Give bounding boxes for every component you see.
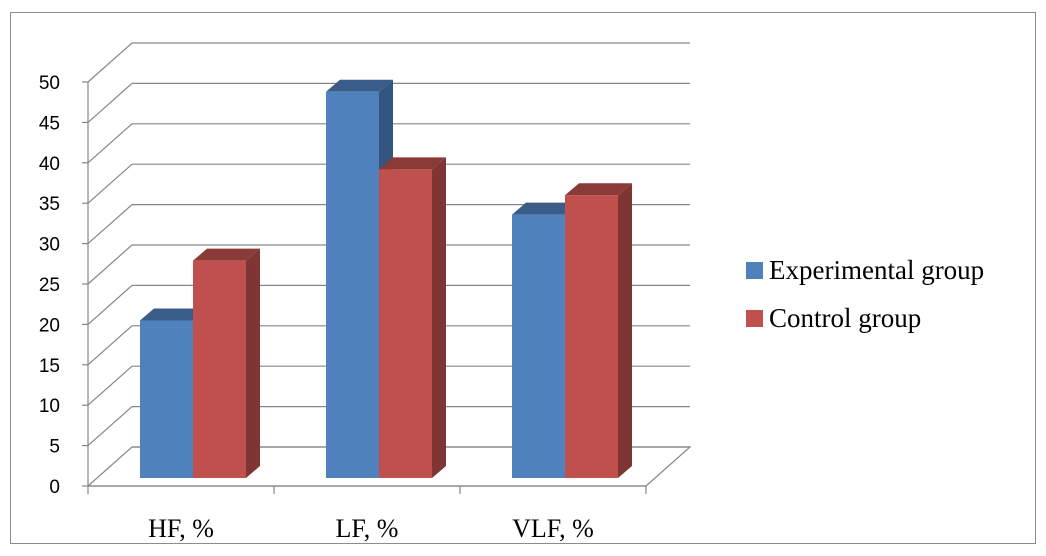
legend-label-experimental: Experimental group [769,254,985,285]
y-tick-label: 30 [39,235,60,256]
gridline-side [87,365,133,406]
y-tick-label: 45 [39,113,60,134]
y-tick-label: 20 [39,315,60,336]
legend-label-control: Control group [769,302,922,333]
gridline-side [87,284,133,325]
y-tick-label: 35 [39,194,60,215]
gridline-side [87,123,133,164]
legend-item-experimental: Experimental group [746,246,984,294]
x-tick-label: HF, % [148,514,214,543]
x-tick-label: LF, % [336,514,399,543]
y-tick-label: 40 [39,154,60,175]
bar-front [379,169,432,478]
y-tick-label: 5 [49,437,60,458]
y-tick-label: 0 [49,477,60,498]
bar-side [246,248,260,478]
legend-item-control: Control group [746,294,984,342]
bar [193,248,260,478]
bar-front [565,195,618,478]
bar-top [140,308,207,321]
gridline-side [87,406,133,447]
bar-top [379,157,446,170]
bar [379,157,446,478]
x-tick-label: VLF, % [512,514,594,543]
bars [140,79,632,479]
axes [82,81,647,494]
gridline-side [87,82,133,123]
bar-side [432,157,446,478]
legend-swatch-control [746,309,763,327]
bar-top [565,183,632,196]
gridline-side [87,163,133,204]
bar-top [193,248,260,261]
y-tick-label: 10 [39,396,60,417]
bar-front [140,320,193,478]
y-tick-labels: 0 5 10 15 20 25 30 35 40 45 50 [39,73,60,498]
gridline-side [87,204,133,245]
bar-front [193,260,246,478]
y-tick-label: 50 [39,73,60,94]
gridline-side [87,446,133,487]
gridline-side [87,42,133,83]
bar-front [512,214,565,479]
bar-top [512,202,579,215]
bar-top [326,79,393,92]
x-tick-labels: HF, % LF, % VLF, % [148,514,594,543]
y-tick-label: 25 [39,275,60,296]
bar-side [618,183,632,478]
gridline-side [87,244,133,285]
legend: Experimental group Control group [746,246,984,342]
gridline-side [87,325,133,366]
bar [565,183,632,478]
y-tick-label: 15 [39,356,60,377]
legend-swatch-experimental [746,261,763,279]
bar-front [326,91,379,478]
